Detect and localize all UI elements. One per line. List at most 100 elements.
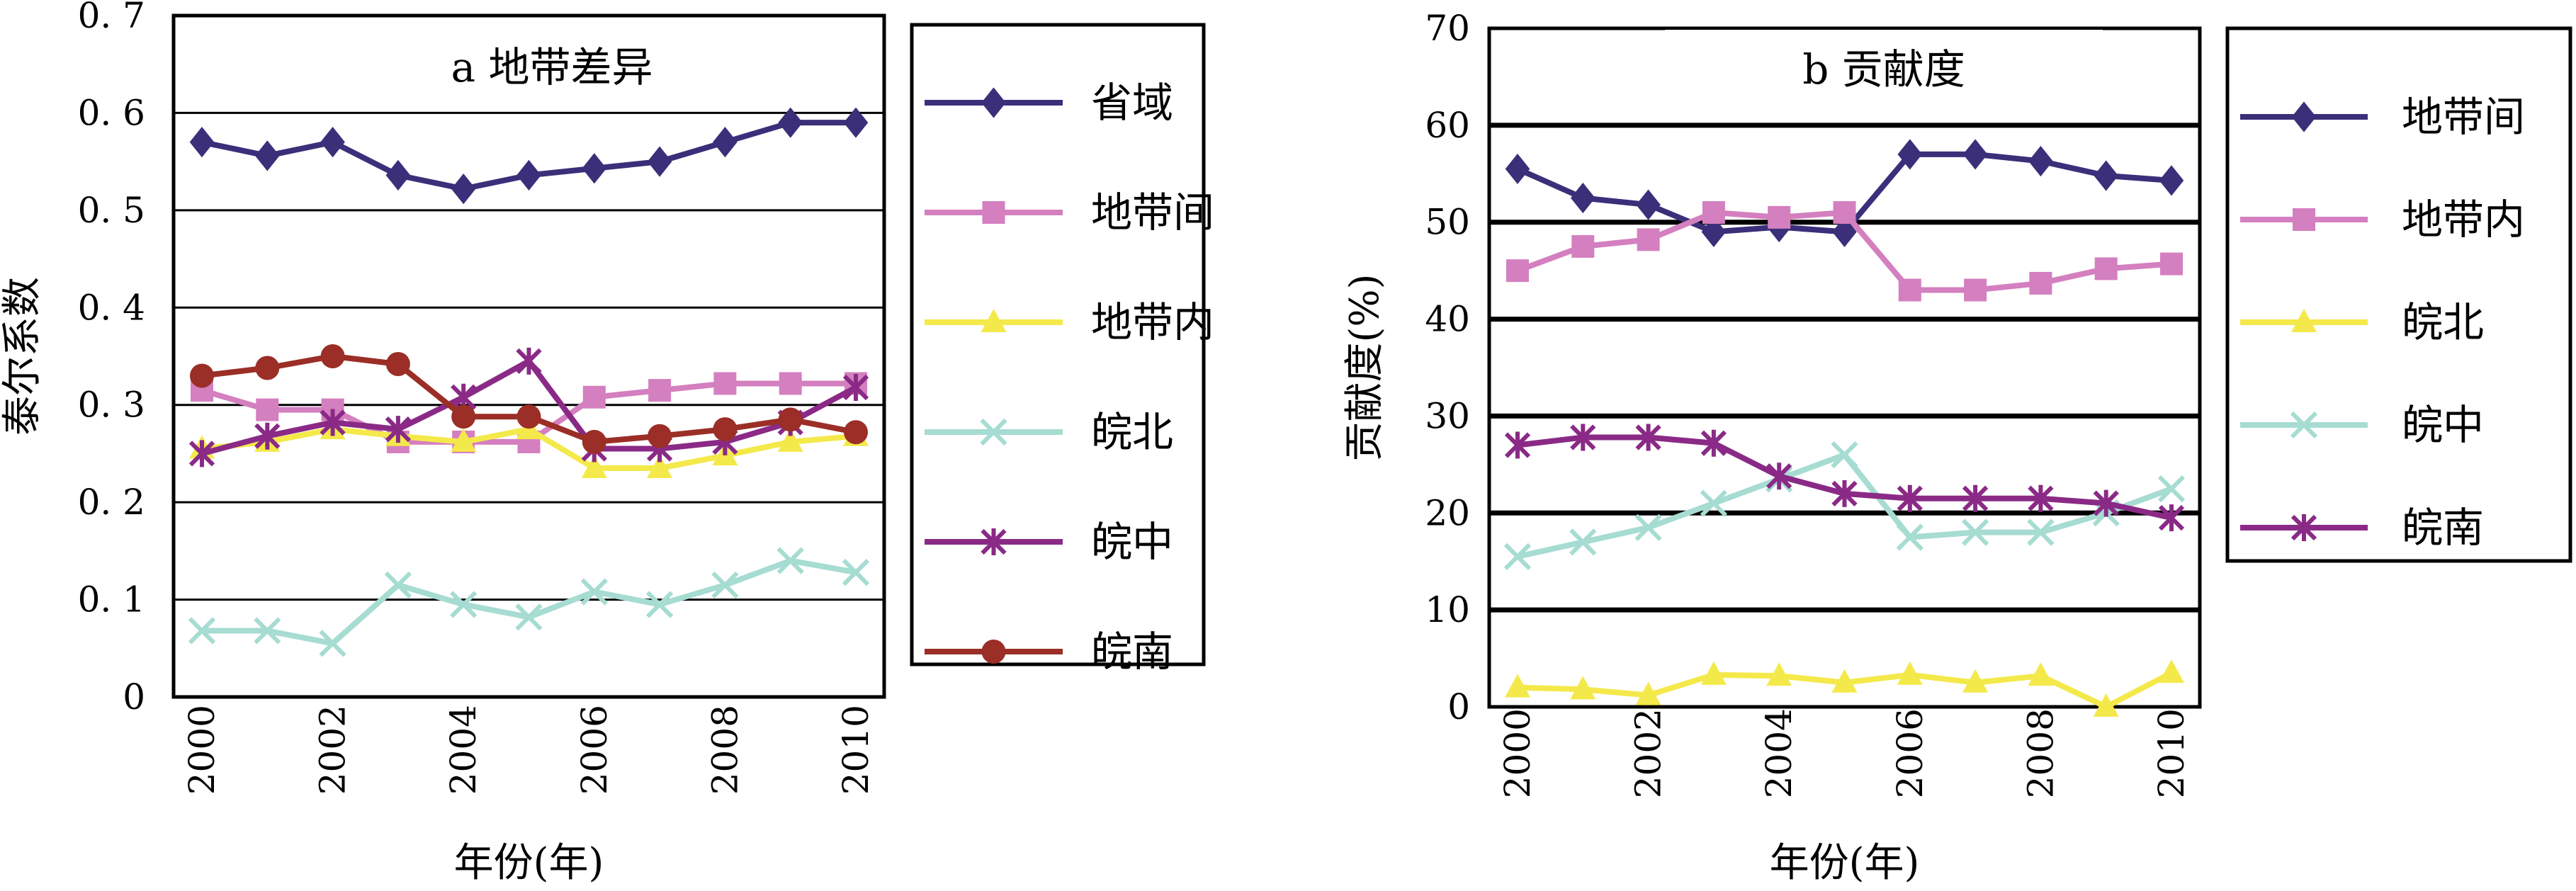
data-point xyxy=(581,455,607,479)
data-point xyxy=(1962,139,1988,170)
data-point xyxy=(319,630,346,657)
data-point xyxy=(711,571,739,599)
legend-item: 地带内 xyxy=(925,298,1214,346)
legend-item: 省域 xyxy=(925,79,1173,127)
data-point xyxy=(516,159,541,191)
data-point xyxy=(384,571,412,599)
data-point xyxy=(1636,189,1661,220)
y-tick-label: 70 xyxy=(1425,8,1470,49)
data-point xyxy=(842,373,869,401)
data-point xyxy=(2158,504,2185,532)
data-point xyxy=(1506,259,1529,283)
data-point xyxy=(515,603,543,631)
data-point xyxy=(385,416,412,443)
y-tick-label: 0 xyxy=(123,676,145,717)
data-point xyxy=(713,372,737,395)
data-point xyxy=(2027,518,2055,546)
data-point xyxy=(1833,201,1856,225)
data-point xyxy=(1962,484,1989,512)
x-tick-label: 2008 xyxy=(704,705,745,795)
data-point xyxy=(647,146,672,177)
legend-swatch-marker xyxy=(981,528,1007,555)
legend-swatch-marker xyxy=(2291,309,2317,332)
data-point xyxy=(451,174,476,205)
data-point xyxy=(1637,228,1660,251)
legend-swatch-marker xyxy=(981,309,1007,332)
y-axis-title: 泰尔系数 xyxy=(0,277,45,436)
data-point xyxy=(2160,252,2183,276)
plot-frame xyxy=(171,13,886,699)
data-point xyxy=(2159,165,2184,196)
chart-panel-b: 0 10 20 30 40 50 60 70 2000 2002 2004 2006 2008 2010 年… xyxy=(1342,8,2572,886)
data-point xyxy=(385,159,411,191)
legend-item: 皖中 xyxy=(925,518,1173,566)
data-point xyxy=(1831,441,1858,469)
data-point xyxy=(256,398,279,421)
legend-label: 地带间 xyxy=(1091,188,1214,237)
data-point xyxy=(778,407,803,432)
data-point xyxy=(1897,661,1923,685)
data-point xyxy=(842,558,870,586)
data-point xyxy=(1832,216,1857,248)
legend-label: 地带间 xyxy=(2402,93,2525,141)
data-point xyxy=(2093,693,2119,717)
y-tick-label: 0. 2 xyxy=(78,482,145,523)
data-point xyxy=(516,404,541,429)
data-point xyxy=(776,547,804,574)
data-point xyxy=(1961,518,1989,546)
series-皖北 xyxy=(188,547,870,657)
data-point xyxy=(1768,205,1791,229)
x-tick-label: 2006 xyxy=(1889,708,1931,798)
legend-item: 皖中 xyxy=(2240,401,2484,449)
data-point xyxy=(255,140,280,171)
data-point xyxy=(189,127,215,158)
legend-label: 皖北 xyxy=(1091,408,1173,456)
data-point xyxy=(648,424,672,448)
data-point xyxy=(2029,271,2052,295)
data-point xyxy=(516,347,542,375)
series-皖南 xyxy=(190,344,868,454)
y-tick-label: 10 xyxy=(1425,589,1470,630)
series-省域 xyxy=(189,107,869,205)
data-point xyxy=(451,404,476,429)
y-tick-label: 20 xyxy=(1425,492,1470,533)
legend-label: 省域 xyxy=(1091,79,1173,127)
data-point xyxy=(582,385,606,409)
legend-item: 地带间 xyxy=(925,188,1214,237)
y-tick-label: 30 xyxy=(1425,395,1470,436)
series-地带间 xyxy=(191,372,867,453)
y-tick-label: 0 xyxy=(1447,686,1470,727)
data-point xyxy=(1700,489,1728,517)
data-point xyxy=(1701,216,1727,248)
data-point xyxy=(2028,145,2053,177)
data-point xyxy=(1896,523,1923,551)
data-point xyxy=(1766,662,1792,686)
data-point xyxy=(1700,429,1727,457)
data-point xyxy=(385,351,410,376)
data-point xyxy=(2094,257,2118,280)
legend-label: 皖中 xyxy=(2402,401,2484,449)
x-tick-label: 2004 xyxy=(443,705,484,795)
series-line xyxy=(202,557,857,647)
chart-title: b 贡献度 xyxy=(1802,45,1965,93)
data-point xyxy=(1569,528,1597,556)
series-皖南 xyxy=(1504,424,2185,532)
data-point xyxy=(1898,278,1921,302)
data-point xyxy=(1571,182,1595,214)
data-point xyxy=(1504,431,1531,459)
data-point xyxy=(582,429,606,454)
x-tick-label: 2006 xyxy=(574,705,615,795)
x-tick-label: 2002 xyxy=(312,705,354,795)
legend-item: 皖北 xyxy=(2240,298,2484,346)
data-point xyxy=(320,409,346,436)
legend-swatch-marker xyxy=(981,640,1006,664)
data-point xyxy=(188,440,215,467)
x-tick-label: 2010 xyxy=(2151,708,2192,798)
data-point xyxy=(254,617,281,645)
data-point xyxy=(1700,661,1727,685)
data-point xyxy=(1897,139,1923,170)
data-point xyxy=(1634,513,1662,541)
legend-item: 地带内 xyxy=(2240,195,2525,244)
